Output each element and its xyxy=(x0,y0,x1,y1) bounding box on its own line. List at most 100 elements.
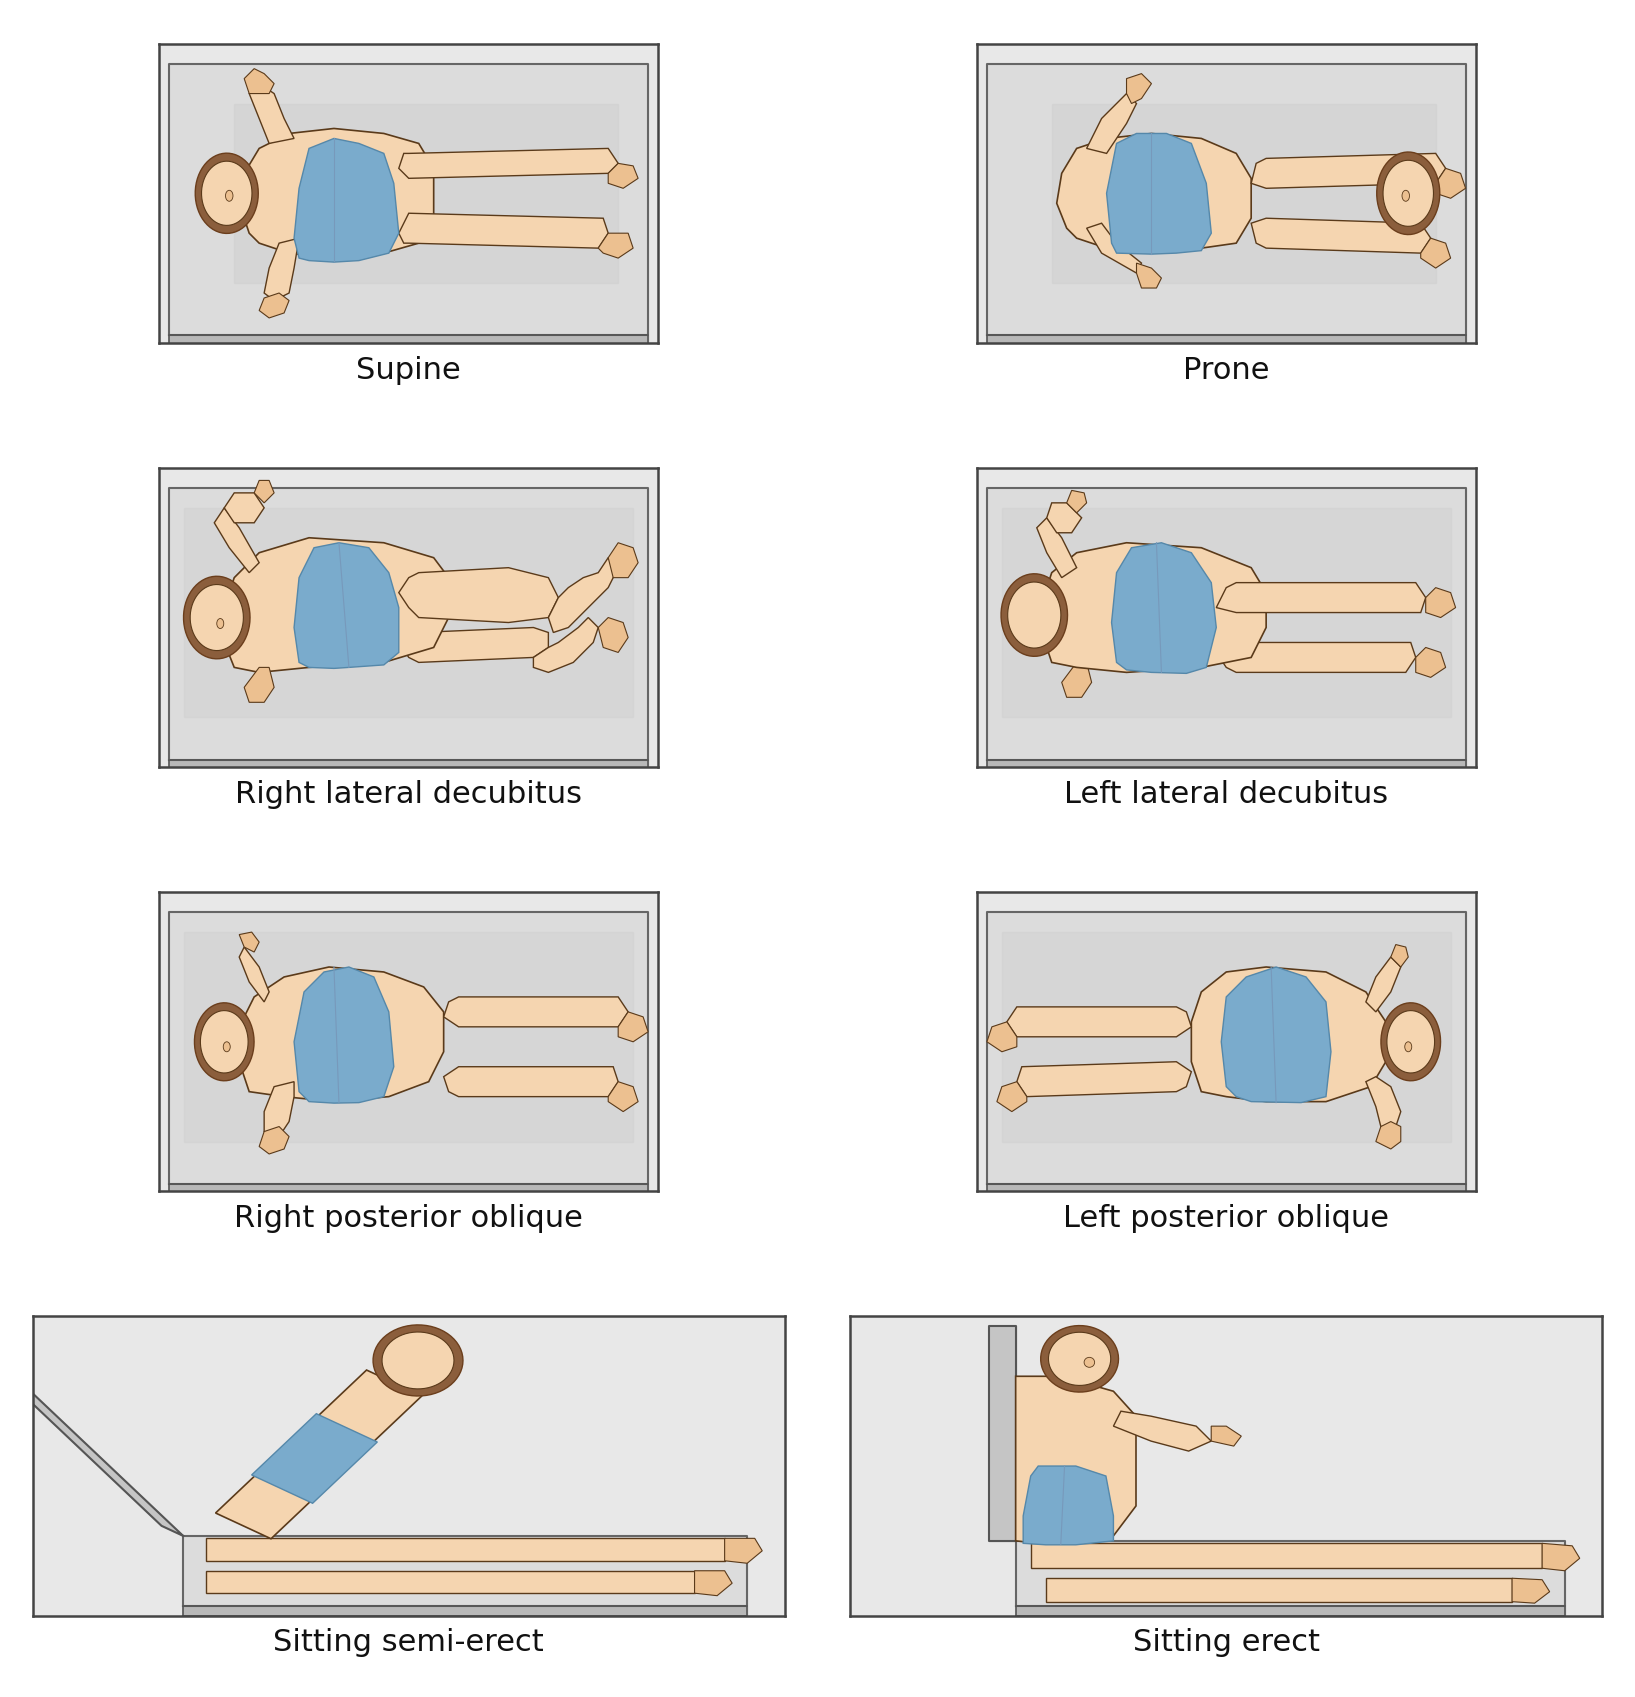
Polygon shape xyxy=(1216,582,1426,613)
Ellipse shape xyxy=(217,618,224,628)
Polygon shape xyxy=(1061,662,1092,697)
Polygon shape xyxy=(170,913,647,1185)
Polygon shape xyxy=(1041,1325,1118,1392)
Text: Prone: Prone xyxy=(1184,356,1269,385)
Polygon shape xyxy=(1015,1541,1565,1605)
Text: Right posterior oblique: Right posterior oblique xyxy=(234,1205,584,1234)
Polygon shape xyxy=(265,1081,294,1137)
Polygon shape xyxy=(989,1327,1015,1541)
Polygon shape xyxy=(239,129,433,258)
Polygon shape xyxy=(1046,502,1082,533)
Polygon shape xyxy=(239,947,270,1001)
Polygon shape xyxy=(608,543,638,577)
Polygon shape xyxy=(988,489,1465,760)
Polygon shape xyxy=(1127,73,1151,104)
Text: Left posterior oblique: Left posterior oblique xyxy=(1063,1205,1390,1234)
Polygon shape xyxy=(253,480,275,502)
Polygon shape xyxy=(183,1536,747,1605)
Polygon shape xyxy=(1251,153,1445,188)
Polygon shape xyxy=(234,104,618,283)
Polygon shape xyxy=(1136,263,1161,288)
Polygon shape xyxy=(170,1185,647,1196)
Polygon shape xyxy=(383,1332,455,1388)
Polygon shape xyxy=(1041,543,1265,672)
Polygon shape xyxy=(399,214,608,248)
Polygon shape xyxy=(608,1081,638,1112)
Polygon shape xyxy=(294,139,399,261)
Polygon shape xyxy=(1015,1376,1136,1543)
Polygon shape xyxy=(1015,1605,1565,1616)
Polygon shape xyxy=(239,967,443,1101)
Polygon shape xyxy=(988,64,1465,336)
Polygon shape xyxy=(244,68,275,93)
Polygon shape xyxy=(170,489,647,760)
Ellipse shape xyxy=(226,190,232,202)
Polygon shape xyxy=(1383,160,1434,226)
Polygon shape xyxy=(1001,574,1068,657)
Polygon shape xyxy=(1002,507,1450,718)
Polygon shape xyxy=(1386,1011,1434,1073)
Polygon shape xyxy=(1017,1062,1192,1096)
Polygon shape xyxy=(260,1127,289,1154)
Polygon shape xyxy=(1087,224,1141,273)
Polygon shape xyxy=(195,153,258,234)
Text: Sitting semi-erect: Sitting semi-erect xyxy=(273,1629,544,1658)
Polygon shape xyxy=(190,584,244,650)
Polygon shape xyxy=(1066,490,1087,512)
Polygon shape xyxy=(185,507,633,718)
Polygon shape xyxy=(1107,134,1212,255)
Polygon shape xyxy=(1436,168,1465,199)
Polygon shape xyxy=(724,1539,762,1563)
Polygon shape xyxy=(443,996,628,1027)
Polygon shape xyxy=(1377,153,1440,234)
Polygon shape xyxy=(260,294,289,317)
Polygon shape xyxy=(1024,1466,1113,1544)
Text: Right lateral decubitus: Right lateral decubitus xyxy=(235,781,582,809)
Polygon shape xyxy=(399,568,558,623)
Polygon shape xyxy=(988,1022,1017,1052)
Polygon shape xyxy=(988,913,1465,1185)
Polygon shape xyxy=(988,336,1465,348)
Polygon shape xyxy=(1221,967,1331,1103)
Polygon shape xyxy=(294,967,394,1103)
Polygon shape xyxy=(183,577,250,658)
Polygon shape xyxy=(1030,1543,1542,1568)
Text: Left lateral decubitus: Left lateral decubitus xyxy=(1064,781,1388,809)
Polygon shape xyxy=(1007,582,1061,648)
Polygon shape xyxy=(695,1571,732,1595)
Polygon shape xyxy=(201,161,252,226)
Polygon shape xyxy=(170,336,647,348)
Polygon shape xyxy=(1112,543,1216,674)
Polygon shape xyxy=(1113,1412,1212,1451)
Polygon shape xyxy=(1251,219,1431,253)
Polygon shape xyxy=(1365,957,1401,1011)
Polygon shape xyxy=(1512,1578,1550,1604)
Polygon shape xyxy=(373,1325,463,1397)
Polygon shape xyxy=(1391,945,1408,967)
Polygon shape xyxy=(294,543,399,669)
Text: Supine: Supine xyxy=(356,356,461,385)
Polygon shape xyxy=(201,1011,249,1073)
Ellipse shape xyxy=(1084,1358,1094,1368)
Ellipse shape xyxy=(1404,1042,1411,1052)
Polygon shape xyxy=(265,238,299,300)
Polygon shape xyxy=(1007,1006,1192,1037)
Polygon shape xyxy=(598,232,633,258)
Polygon shape xyxy=(1048,1332,1110,1385)
Polygon shape xyxy=(1051,104,1436,283)
Polygon shape xyxy=(170,64,647,336)
Polygon shape xyxy=(1426,587,1455,618)
Polygon shape xyxy=(183,1605,747,1616)
Polygon shape xyxy=(399,628,548,662)
Polygon shape xyxy=(185,932,633,1142)
Polygon shape xyxy=(1382,1003,1440,1081)
Polygon shape xyxy=(1365,1076,1401,1127)
Polygon shape xyxy=(1002,932,1450,1142)
Ellipse shape xyxy=(224,1042,231,1052)
Polygon shape xyxy=(608,163,638,188)
Polygon shape xyxy=(443,1067,618,1096)
Polygon shape xyxy=(988,760,1465,772)
Polygon shape xyxy=(252,1414,378,1504)
Polygon shape xyxy=(1216,643,1416,672)
Polygon shape xyxy=(244,667,275,703)
